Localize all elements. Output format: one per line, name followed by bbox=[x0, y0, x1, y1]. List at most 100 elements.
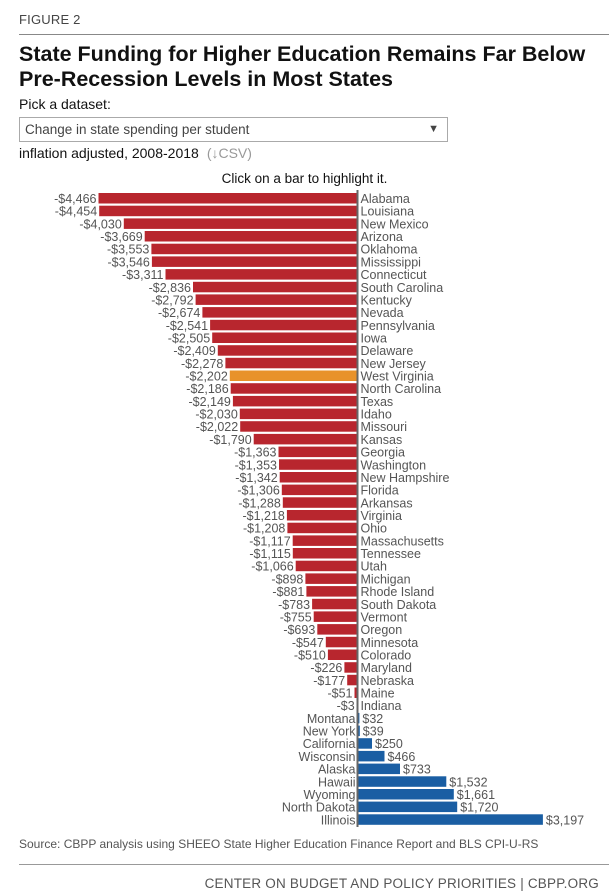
state-label: New Hampshire bbox=[361, 471, 450, 485]
state-label: Nevada bbox=[361, 306, 404, 320]
state-label: Mississippi bbox=[361, 255, 421, 269]
bar-alaska[interactable] bbox=[357, 763, 401, 775]
bar-louisiana[interactable] bbox=[99, 205, 358, 217]
bar-ohio[interactable] bbox=[287, 522, 358, 534]
bars-layer bbox=[98, 193, 543, 825]
state-label: Arizona bbox=[361, 230, 403, 244]
state-label: Washington bbox=[361, 458, 427, 472]
bar-california[interactable] bbox=[357, 738, 373, 749]
state-label: Nebraska bbox=[361, 674, 415, 688]
value-label: -$3 bbox=[337, 699, 355, 713]
bar-wisconsin[interactable] bbox=[357, 750, 385, 762]
bar-connecticut[interactable] bbox=[165, 269, 358, 280]
value-label: -$51 bbox=[327, 687, 352, 701]
bar-kansas[interactable] bbox=[253, 433, 358, 445]
value-label: -$4,454 bbox=[55, 205, 97, 219]
bar-florida[interactable] bbox=[281, 484, 358, 496]
state-label: Missouri bbox=[361, 420, 408, 434]
bar-delaware[interactable] bbox=[217, 345, 358, 356]
state-label: Massachusetts bbox=[361, 534, 444, 548]
bar-colorado[interactable] bbox=[327, 649, 358, 661]
bar-rhode-island[interactable] bbox=[306, 586, 358, 597]
dataset-select-value: Change in state spending per student bbox=[25, 122, 250, 137]
bar-west-virginia[interactable] bbox=[229, 370, 358, 382]
value-label: -$2,674 bbox=[158, 306, 200, 320]
bar-utah[interactable] bbox=[295, 560, 358, 572]
chart-title: State Funding for Higher Education Remai… bbox=[19, 42, 586, 91]
bar-new-jersey[interactable] bbox=[225, 357, 358, 369]
state-label: Hawaii bbox=[318, 775, 356, 789]
bar-hawaii[interactable] bbox=[357, 776, 447, 787]
bar-massachusetts[interactable] bbox=[292, 535, 358, 546]
state-label: Louisiana bbox=[361, 205, 415, 219]
bar-wyoming[interactable] bbox=[357, 789, 454, 800]
bar-michigan[interactable] bbox=[305, 573, 358, 584]
bar-idaho[interactable] bbox=[239, 408, 358, 420]
state-label: Pennsylvania bbox=[361, 319, 435, 333]
value-label: -$1,115 bbox=[249, 547, 291, 561]
value-label: -$2,202 bbox=[185, 370, 227, 384]
csv-download-link[interactable]: (↓CSV) bbox=[206, 145, 252, 161]
bar-maine[interactable] bbox=[354, 687, 358, 699]
bar-arkansas[interactable] bbox=[282, 497, 358, 508]
value-label: -$1,117 bbox=[249, 534, 291, 548]
dataset-select[interactable]: Change in state spending per student ▼ bbox=[19, 117, 448, 142]
bar-nevada[interactable] bbox=[202, 307, 358, 318]
chart-subtitle: inflation adjusted, 2008-2018 (↓CSV) bbox=[19, 145, 252, 161]
bar-georgia[interactable] bbox=[278, 446, 358, 458]
bar-north-dakota[interactable] bbox=[357, 801, 458, 813]
bar-nebraska[interactable] bbox=[347, 674, 358, 686]
state-label: Virginia bbox=[361, 509, 403, 523]
value-label: -$881 bbox=[272, 585, 304, 599]
bar-south-carolina[interactable] bbox=[193, 281, 358, 293]
bar-illinois[interactable] bbox=[357, 814, 543, 825]
value-label: -$2,541 bbox=[166, 319, 208, 333]
bar-new-hampshire[interactable] bbox=[279, 472, 358, 483]
bar-texas[interactable] bbox=[232, 395, 358, 407]
bar-maryland[interactable] bbox=[344, 662, 358, 673]
bar-washington[interactable] bbox=[279, 459, 358, 470]
state-label: Delaware bbox=[361, 344, 414, 358]
bar-vermont[interactable] bbox=[313, 611, 358, 622]
bar-mississippi[interactable] bbox=[151, 256, 358, 267]
bar-virginia[interactable] bbox=[286, 510, 358, 521]
value-label: $3,197 bbox=[546, 813, 584, 827]
state-label: Idaho bbox=[361, 408, 392, 422]
bar-arizona[interactable] bbox=[144, 231, 358, 242]
bar-iowa[interactable] bbox=[212, 332, 358, 344]
bar-south-dakota[interactable] bbox=[312, 598, 358, 610]
state-label: Tennessee bbox=[361, 547, 422, 561]
chart-hint: Click on a bar to highlight it. bbox=[221, 171, 388, 186]
value-label: $250 bbox=[375, 737, 403, 751]
bar-oklahoma[interactable] bbox=[151, 243, 358, 255]
value-label: -$510 bbox=[294, 649, 326, 663]
value-label: -$3,546 bbox=[107, 255, 149, 269]
bar-alabama[interactable] bbox=[98, 193, 358, 204]
bar-chart: Alabama -$4,466 Louisiana -$4,454 New Mexico… bbox=[54, 190, 584, 827]
bar-pennsylvania[interactable] bbox=[210, 319, 358, 331]
value-label: -$755 bbox=[280, 610, 312, 624]
bar-oregon[interactable] bbox=[317, 624, 358, 635]
value-label: $39 bbox=[363, 725, 384, 739]
bar-missouri[interactable] bbox=[240, 421, 358, 432]
value-label: -$1,218 bbox=[242, 509, 284, 523]
state-label: Minnesota bbox=[361, 636, 419, 650]
state-label: Florida bbox=[361, 484, 399, 498]
bar-new-york[interactable] bbox=[357, 725, 360, 737]
state-label: Indiana bbox=[361, 699, 402, 713]
value-label: -$1,363 bbox=[234, 446, 276, 460]
bar-north-carolina[interactable] bbox=[230, 383, 358, 394]
value-label: $1,720 bbox=[460, 801, 498, 815]
bar-kentucky[interactable] bbox=[195, 294, 358, 305]
state-label: Texas bbox=[361, 395, 394, 409]
bar-tennessee[interactable] bbox=[292, 548, 358, 559]
labels-layer: Alabama -$4,466 Louisiana -$4,454 New Mexico… bbox=[54, 192, 584, 827]
bar-new-mexico[interactable] bbox=[123, 218, 358, 229]
bar-minnesota[interactable] bbox=[325, 636, 358, 648]
value-label: -$1,288 bbox=[238, 496, 280, 510]
state-label: South Carolina bbox=[361, 281, 444, 295]
value-label: -$1,342 bbox=[235, 471, 277, 485]
value-label: -$226 bbox=[310, 661, 342, 675]
state-label: Michigan bbox=[361, 572, 411, 586]
value-label: -$2,792 bbox=[151, 293, 193, 307]
